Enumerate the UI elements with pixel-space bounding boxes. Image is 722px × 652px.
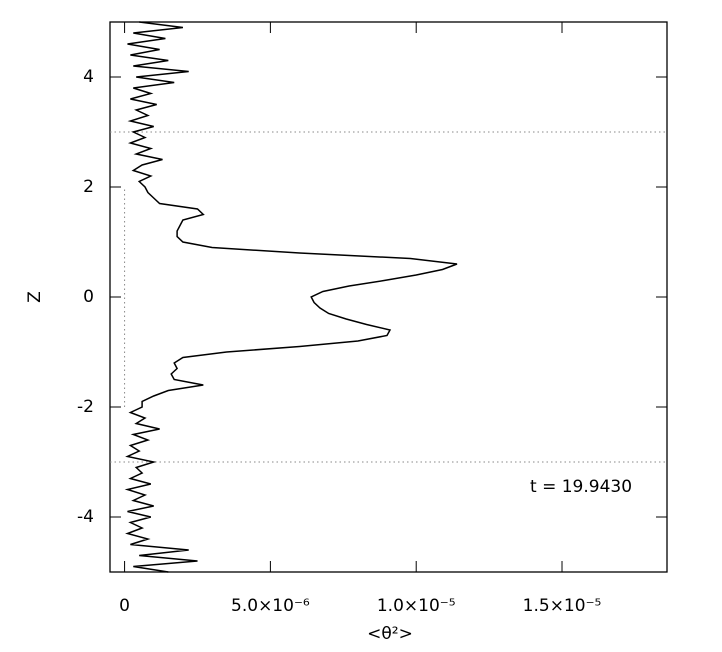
- y-tick-label: 4: [83, 67, 94, 87]
- y-tick-label: 0: [83, 287, 94, 307]
- y-tick-label: -4: [77, 507, 94, 527]
- y-axis-label: Z: [25, 291, 45, 303]
- x-tick-label: 5.0×10⁻⁶: [231, 596, 310, 616]
- annotation: t = 19.9430: [530, 477, 632, 497]
- y-tick-label: -2: [77, 397, 94, 417]
- profile-line: [124, 21, 458, 573]
- y-tick-label: 2: [83, 177, 94, 197]
- x-tick-label: 1.0×10⁻⁵: [377, 596, 456, 616]
- x-axis-label: <θ²>: [367, 624, 413, 644]
- x-tick-label: 0: [119, 596, 130, 616]
- x-tick-label: 1.5×10⁻⁵: [523, 596, 602, 616]
